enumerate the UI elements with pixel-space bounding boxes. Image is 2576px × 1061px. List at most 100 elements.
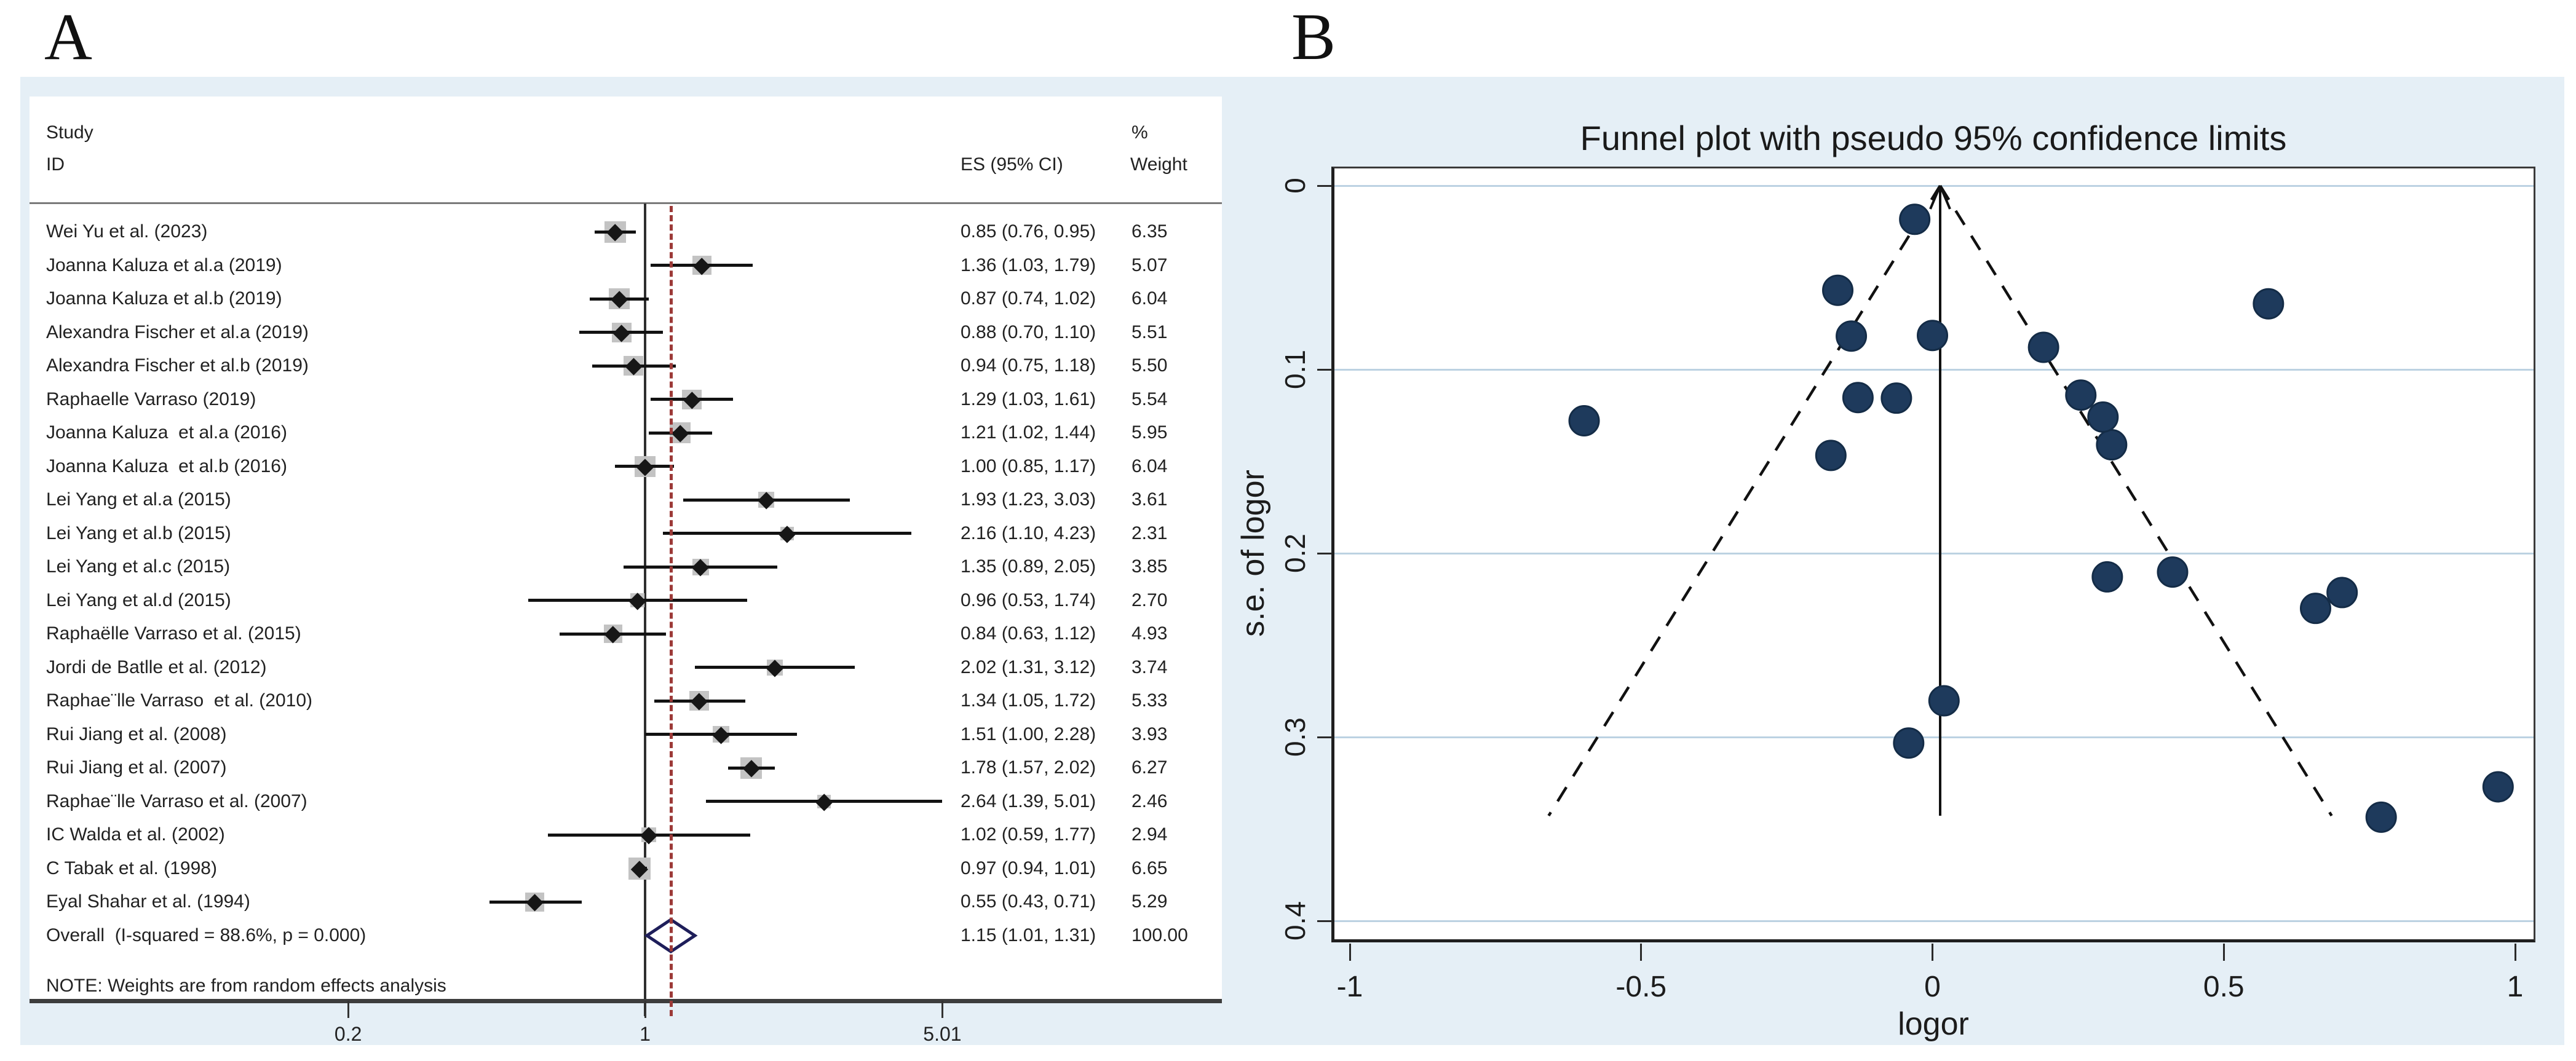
point-estimate-diamond: ◆ <box>778 519 796 545</box>
overall-label: Overall (I-squared = 88.6%, p = 0.000) <box>46 925 367 945</box>
funnel-gridline <box>1334 552 2534 554</box>
point-estimate-diamond: ◆ <box>640 821 658 847</box>
funnel-x-axis-title: logor <box>1898 1006 1969 1042</box>
study-label: Joanna Kaluza et al.a (2019) <box>46 254 282 275</box>
confidence-interval-line <box>560 632 666 636</box>
column-header-weight: Weight <box>1130 154 1187 175</box>
study-label: Lei Yang et al.b (2015) <box>46 523 231 543</box>
point-estimate-diamond: ◆ <box>628 586 646 612</box>
es-ci-value: 2.02 (1.31, 3.12) <box>961 657 1096 677</box>
study-label: Alexandra Fischer et al.b (2019) <box>46 355 309 376</box>
weight-value: 3.74 <box>1131 657 1168 677</box>
weight-value: 6.65 <box>1131 858 1168 878</box>
es-ci-value: 1.35 (0.89, 2.05) <box>961 556 1096 577</box>
study-label: Lei Yang et al.d (2015) <box>46 590 231 610</box>
es-ci-value: 2.16 (1.10, 4.23) <box>961 523 1096 543</box>
confidence-interval-line <box>615 465 675 468</box>
point-estimate-diamond: ◆ <box>610 285 628 311</box>
funnel-y-tick <box>1317 920 1332 922</box>
study-label: Raphae¨lle Varraso et al. (2010) <box>46 690 313 711</box>
forest-axis-tick-label: 5.01 <box>923 1023 962 1045</box>
confidence-interval-line <box>489 900 582 904</box>
null-effect-line <box>644 203 646 1016</box>
study-label: IC Walda et al. (2002) <box>46 824 225 845</box>
weight-value: 5.29 <box>1131 891 1168 912</box>
confidence-interval-line <box>695 666 855 669</box>
es-ci-value: 0.88 (0.70, 1.10) <box>961 321 1096 342</box>
study-label: Rui Jiang et al. (2008) <box>46 724 227 744</box>
point-estimate-diamond: ◆ <box>683 385 701 411</box>
point-estimate-diamond: ◆ <box>604 620 622 646</box>
study-label: Raphaëlle Varraso et al. (2015) <box>46 623 301 644</box>
weight-value: 5.95 <box>1131 422 1168 443</box>
study-label: Joanna Kaluza et al.a (2016) <box>46 422 287 443</box>
study-label: Wei Yu et al. (2023) <box>46 221 208 242</box>
point-estimate-diamond: ◆ <box>630 854 649 880</box>
funnel-x-tick <box>1932 944 1933 961</box>
funnel-x-tick <box>1349 944 1351 961</box>
confidence-interval-line <box>594 230 636 234</box>
weight-value: 3.61 <box>1131 489 1168 510</box>
es-ci-value: 0.55 (0.43, 0.71) <box>961 891 1096 912</box>
weight-value: 6.35 <box>1131 221 1168 242</box>
funnel-y-axis-title: s.e. of logor <box>1235 470 1271 637</box>
funnel-plot-area <box>1331 167 2535 942</box>
weight-value: 3.93 <box>1131 724 1168 744</box>
funnel-gridline <box>1334 920 2534 922</box>
funnel-x-tick <box>1640 944 1643 961</box>
confidence-interval-line <box>579 331 663 334</box>
funnel-y-tick <box>1317 184 1332 187</box>
study-label: Raphae¨lle Varraso et al. (2007) <box>46 791 307 811</box>
study-label: Jordi de Batlle et al. (2012) <box>46 657 267 677</box>
confidence-interval-line <box>624 565 778 569</box>
funnel-x-tick <box>2514 944 2516 961</box>
funnel-y-tick-label: 0.1 <box>1279 350 1311 389</box>
point-estimate-diamond: ◆ <box>766 653 784 679</box>
funnel-gridline <box>1334 368 2534 371</box>
funnel-x-tick-label: 1 <box>2507 971 2524 1003</box>
forest-x-axis <box>30 999 1222 1003</box>
weight-value: 5.50 <box>1131 355 1168 376</box>
confidence-interval-line <box>650 398 733 401</box>
overall-estimate-dashed-line <box>670 206 673 1016</box>
point-estimate-diamond: ◆ <box>712 720 730 746</box>
funnel-x-tick <box>2222 944 2225 961</box>
weight-value: 5.51 <box>1131 321 1168 342</box>
overall-es-value: 1.15 (1.01, 1.31) <box>961 925 1096 945</box>
confidence-interval-line <box>728 766 775 770</box>
point-estimate-diamond: ◆ <box>606 218 624 244</box>
es-ci-value: 1.00 (0.85, 1.17) <box>961 456 1096 476</box>
forest-axis-tick-label: 0.2 <box>334 1023 362 1045</box>
funnel-y-tick <box>1317 552 1332 554</box>
es-ci-value: 1.51 (1.00, 2.28) <box>961 724 1096 744</box>
es-ci-value: 1.36 (1.03, 1.79) <box>961 254 1096 275</box>
point-estimate-diamond: ◆ <box>742 754 761 780</box>
header-rule <box>30 202 1222 204</box>
es-ci-value: 1.78 (1.57, 2.02) <box>961 757 1096 778</box>
weight-value: 6.04 <box>1131 288 1168 309</box>
point-estimate-diamond: ◆ <box>636 452 654 478</box>
column-header-id: ID <box>46 154 65 175</box>
panel-b-label: B <box>1291 1 1336 74</box>
point-estimate-diamond: ◆ <box>671 419 689 445</box>
point-estimate-diamond: ◆ <box>758 486 775 512</box>
confidence-interval-line <box>592 364 676 368</box>
panel-a-label: A <box>44 1 92 74</box>
funnel-x-tick-label: -1 <box>1336 971 1363 1003</box>
confidence-interval-line <box>633 867 647 870</box>
es-ci-value: 0.87 (0.74, 1.02) <box>961 288 1096 309</box>
es-ci-value: 1.21 (1.02, 1.44) <box>961 422 1096 443</box>
confidence-interval-line <box>705 800 943 803</box>
funnel-y-tick <box>1317 736 1332 738</box>
forest-axis-tick <box>347 1001 349 1018</box>
study-label: Rui Jiang et al. (2007) <box>46 757 227 778</box>
weight-value: 5.33 <box>1131 690 1168 711</box>
confidence-interval-line <box>648 431 713 435</box>
es-ci-value: 1.34 (1.05, 1.72) <box>961 690 1096 711</box>
confidence-interval-line <box>528 599 748 602</box>
es-ci-value: 1.02 (0.59, 1.77) <box>961 824 1096 845</box>
funnel-y-tick <box>1317 368 1332 371</box>
study-label: Eyal Shahar et al. (1994) <box>46 891 250 912</box>
weight-value: 6.27 <box>1131 757 1168 778</box>
es-ci-value: 1.29 (1.03, 1.61) <box>961 389 1096 409</box>
